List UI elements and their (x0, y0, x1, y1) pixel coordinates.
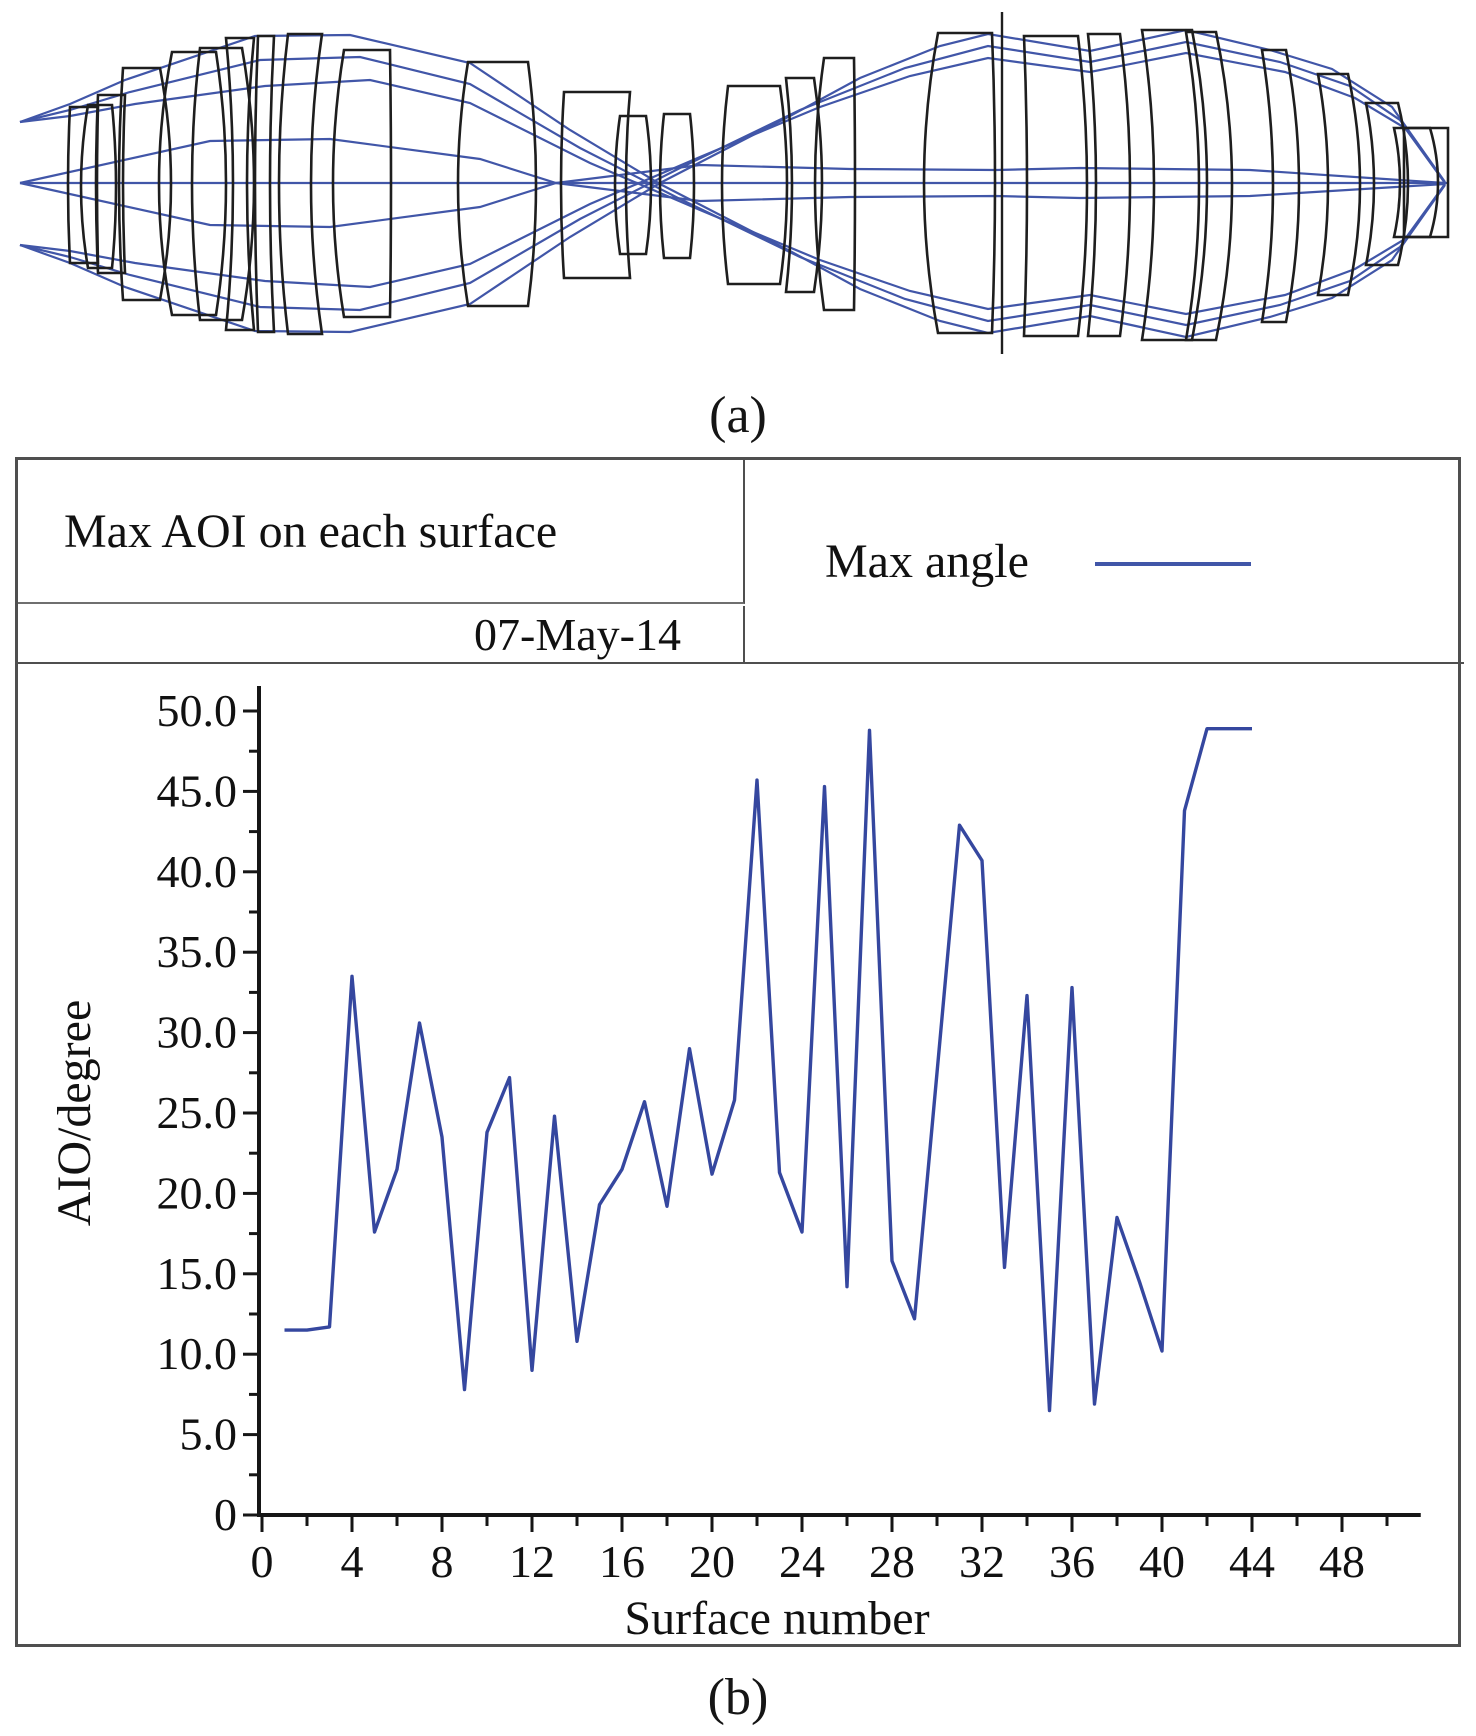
figure-label-a: (a) (709, 387, 767, 444)
y-tick-label: 10.0 (157, 1328, 238, 1379)
y-tick-label: 25.0 (157, 1087, 238, 1138)
figure-label-b: (b) (707, 1669, 769, 1726)
lens-element (784, 76, 824, 294)
max-angle-series-line (284, 727, 1252, 1413)
y-tick-label: 50.0 (157, 685, 238, 736)
lens-element (559, 90, 632, 280)
lens-element (1022, 34, 1089, 338)
chart-date-cell: 07-May-14 (18, 606, 745, 664)
legend-label: Max angle (825, 534, 1029, 588)
lens-ray-diagram (19, 12, 1450, 354)
lens-element (94, 93, 127, 275)
aoi-line-chart: 0 5.0 10.0 15.0 20.0 25.0 30.0 35.0 40.0 45.0 50.0… (48, 685, 1421, 1645)
chart-panel: Max AOI on each surface 07-May-14 Max an… (15, 457, 1464, 1647)
y-tick-label: 15.0 (157, 1248, 238, 1299)
legend-line-sample-icon (1094, 562, 1251, 566)
ray-line (19, 33, 1446, 339)
lens-element (1364, 101, 1410, 267)
lens-element (1184, 30, 1234, 342)
ray-line (19, 137, 1446, 203)
x-tick-label: 44 (1229, 1536, 1275, 1587)
lens-element (331, 48, 393, 319)
lens-element (190, 46, 256, 322)
x-tick-label: 24 (779, 1536, 825, 1587)
y-tick-label: 35.0 (157, 926, 238, 977)
lens-element (224, 36, 256, 332)
lens-element (253, 34, 276, 334)
x-tick-label: 20 (689, 1536, 735, 1587)
y-axis-title: AIO/degree (48, 1000, 101, 1227)
y-tick-label: 40.0 (157, 846, 238, 897)
legend-cell: Max angle (745, 460, 1464, 664)
lens-element (1402, 126, 1450, 239)
x-tick-label: 0 (251, 1536, 274, 1587)
x-tick-label: 16 (599, 1536, 645, 1587)
y-tick-label: 0 (214, 1489, 237, 1540)
lens-element (157, 50, 228, 317)
lens-element (613, 114, 653, 256)
x-tick-label: 12 (509, 1536, 555, 1587)
chart-date: 07-May-14 (474, 608, 681, 660)
x-axis-title: Surface number (624, 1592, 929, 1645)
x-tick-label: 8 (431, 1536, 454, 1587)
y-tick-label: 30.0 (157, 1007, 238, 1058)
x-tick-label: 28 (869, 1536, 915, 1587)
lens-element (1140, 28, 1209, 342)
lens-element (1316, 72, 1362, 297)
x-tick-label: 36 (1049, 1536, 1095, 1587)
chart-title: Max AOI on each surface (64, 504, 558, 558)
x-tick-label: 40 (1139, 1536, 1185, 1587)
lens-element (1260, 48, 1301, 324)
lens-element (277, 32, 324, 336)
y-tick-label: 5.0 (180, 1409, 238, 1460)
y-tick-label: 45.0 (157, 765, 238, 816)
y-tick-label: 20.0 (157, 1167, 238, 1218)
x-tick-label: 48 (1319, 1536, 1365, 1587)
lens-element (658, 112, 696, 260)
lens-element (1086, 32, 1132, 338)
ray-line (19, 40, 1446, 312)
x-tick-label: 4 (341, 1536, 364, 1587)
ray-line (19, 55, 1446, 327)
lens-element (720, 84, 789, 286)
x-tick-label: 32 (959, 1536, 1005, 1587)
lens-element (117, 66, 173, 302)
lens-element (456, 60, 538, 308)
ray-line (19, 163, 1446, 229)
lens-element (813, 56, 857, 312)
lens-element (79, 103, 118, 270)
lens-element (922, 31, 997, 335)
ray-line (19, 28, 1446, 334)
chart-title-cell: Max AOI on each surface (18, 460, 745, 604)
